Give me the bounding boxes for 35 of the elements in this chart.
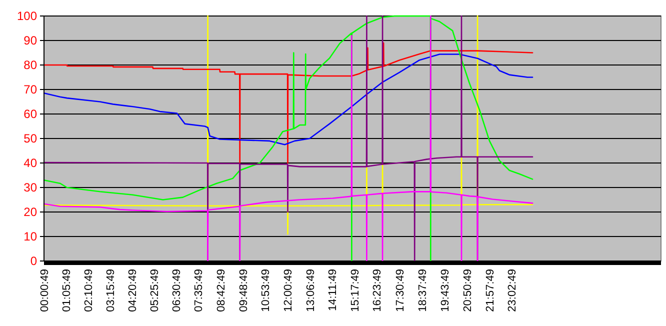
y-tick-label: 20 <box>24 205 38 220</box>
x-tick-label: 07:35:49 <box>193 269 206 312</box>
y-tick-label: 40 <box>24 156 38 170</box>
y-tick-label: 90 <box>24 34 38 48</box>
x-tick-label: 09:48:49 <box>238 269 250 312</box>
line-series <box>43 54 534 146</box>
x-tick-label: 21:57:49 <box>484 269 497 312</box>
x-tick-label: 19:43:49 <box>439 269 452 312</box>
line-series <box>43 42 534 164</box>
x-tick-label: 08:42:49 <box>216 269 228 312</box>
y-tick-label: 60 <box>24 107 38 122</box>
x-tick-label: 15:17:49 <box>349 269 362 312</box>
x-tick-label: 06:30:49 <box>171 269 184 312</box>
x-tick-label: 10:53:49 <box>260 269 272 312</box>
x-tick-label: 13:06:49 <box>305 269 318 312</box>
y-tick-label: 0 <box>30 254 38 268</box>
x-tick-label: 05:25:49 <box>149 269 162 312</box>
x-tick-label: 02:10:49 <box>83 269 96 312</box>
x-tick-label: 23:02:49 <box>506 269 519 312</box>
x-tick-label: 16:23:49 <box>372 269 384 312</box>
x-tick-label: 12:00:49 <box>282 269 295 312</box>
y-tick-label: 10 <box>24 230 38 244</box>
y-tick-label: 100 <box>16 9 38 24</box>
y-tick-label: 80 <box>24 58 38 72</box>
x-tick-label: 03:15:49 <box>105 269 118 312</box>
x-tick-label: 01:05:49 <box>61 269 74 312</box>
x-tick-label: 14:11:49 <box>326 269 339 312</box>
x-tick-label: 00:00:49 <box>39 269 52 312</box>
x-tick-label: 17:30:49 <box>394 269 406 312</box>
y-tick-label: 70 <box>24 82 38 97</box>
y-tick-label: 30 <box>24 180 38 195</box>
x-tick-label: 04:20:49 <box>127 269 140 312</box>
x-tick-label: 18:37:49 <box>416 269 429 312</box>
x-tick-label: 20:50:49 <box>462 269 474 312</box>
y-tick-label: 50 <box>24 132 38 146</box>
